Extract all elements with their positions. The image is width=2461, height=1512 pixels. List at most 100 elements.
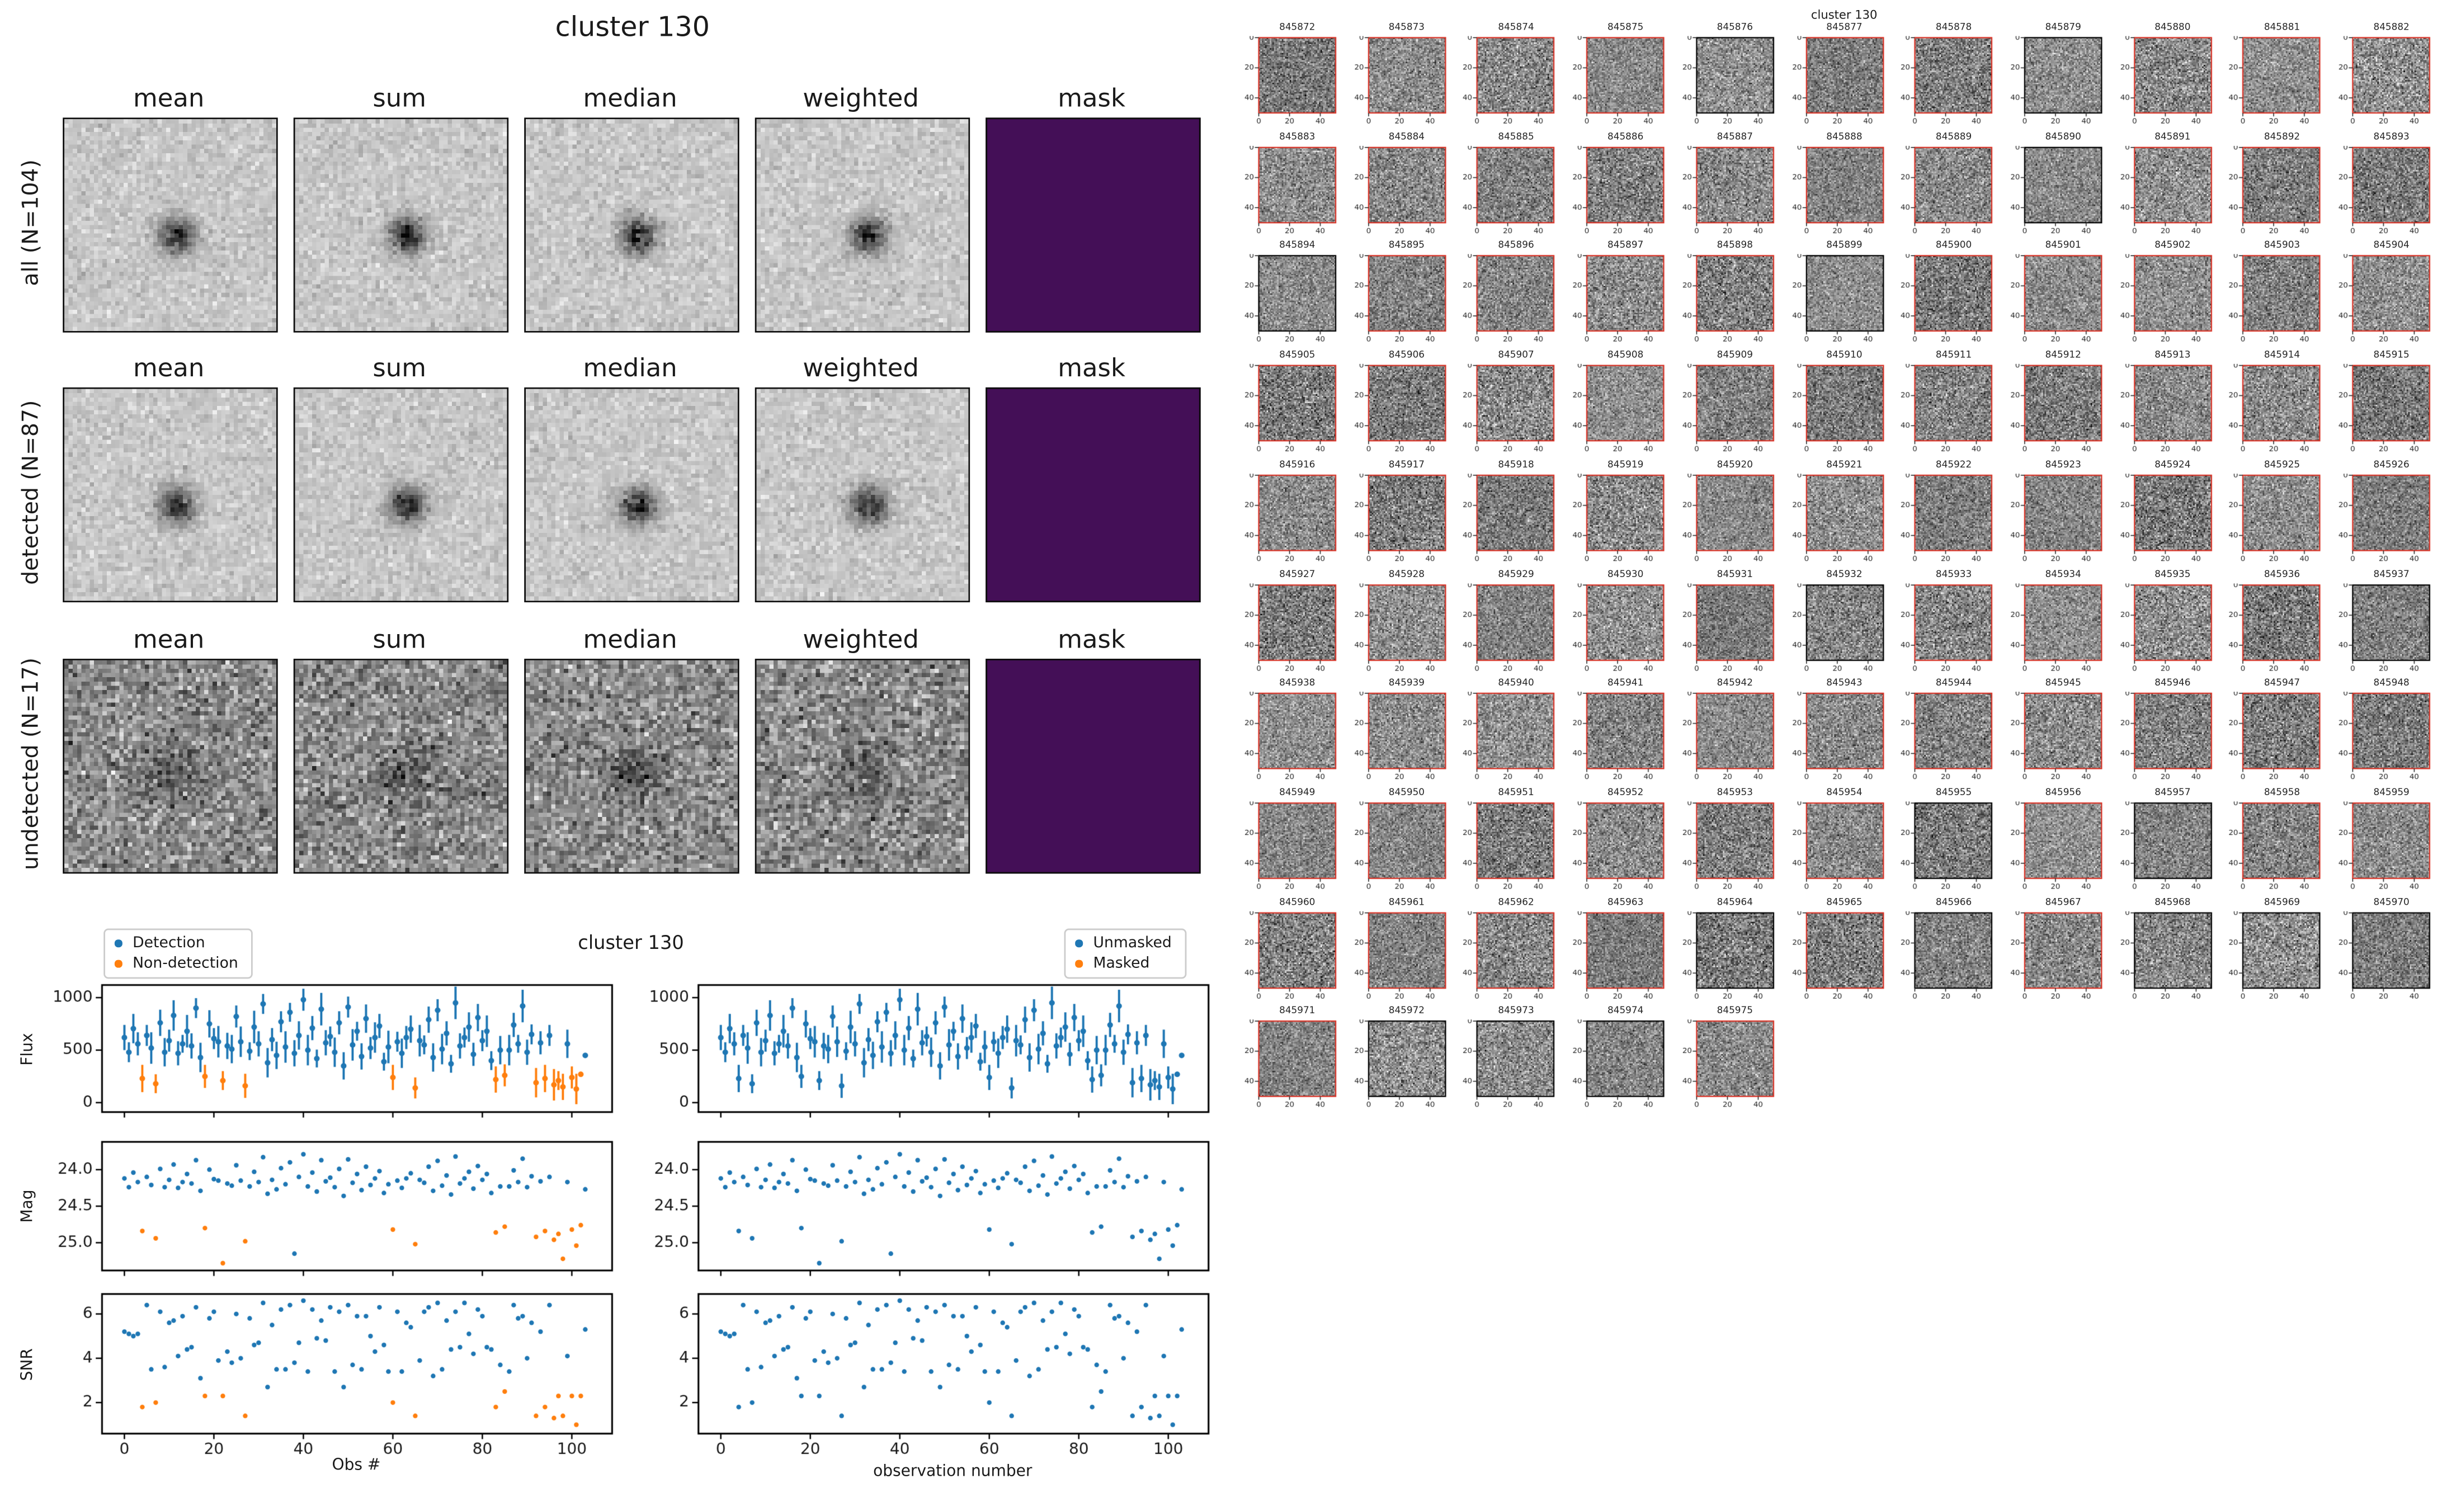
cutout-id-label: 845932 (1826, 569, 1863, 580)
cutout-cell: 845935 (2116, 569, 2228, 682)
cutout-cell: 845889 (1898, 131, 2009, 244)
cutout-thumbnail (1788, 692, 1889, 790)
cutout-id-label: 845955 (1935, 787, 1972, 798)
cutout-cell: 845966 (1898, 897, 2009, 1010)
cutout-id-label: 845903 (2264, 240, 2300, 252)
cutout-cell: 845961 (1351, 897, 1462, 1010)
cutout-id-label: 845893 (2373, 131, 2410, 143)
cutout-cell: 845914 (2226, 350, 2337, 463)
cutout-cell: 845885 (1460, 131, 1572, 244)
legend-masked: Unmasked Masked (1064, 928, 1186, 979)
cutout-thumbnail (2336, 145, 2436, 243)
column-header-median: median (583, 83, 677, 113)
legend-dot-icon (114, 939, 122, 947)
cutout-id-label: 845888 (1826, 131, 1863, 143)
cutout-thumbnail (2116, 364, 2218, 462)
cutout-id-label: 845942 (1717, 678, 1753, 689)
cutout-id-label: 845970 (2373, 896, 2410, 908)
cutout-thumbnail (1788, 801, 1889, 899)
cutout-id-label: 845966 (1935, 896, 1972, 908)
cutout-thumbnail (1569, 583, 1671, 681)
cutout-thumbnail (2336, 473, 2436, 571)
cutout-id-label: 845937 (2373, 569, 2410, 580)
cutout-cell: 845947 (2226, 678, 2337, 791)
cutout-thumbnail (1569, 364, 1671, 462)
cutout-cell: 845874 (1460, 22, 1572, 135)
cutout-cell: 845899 (1788, 240, 1900, 353)
cutout-thumbnail (1460, 254, 1561, 352)
cutout-cell: 845916 (1241, 460, 1353, 573)
stamp-mean (63, 117, 278, 333)
cutout-thumbnail (1569, 911, 1671, 1008)
cutout-id-label: 845920 (1717, 459, 1753, 471)
cutout-id-label: 845912 (2045, 349, 2081, 361)
cutout-thumbnail (1351, 473, 1451, 571)
cutout-id-label: 845936 (2264, 569, 2300, 580)
cutout-thumbnail (2226, 692, 2327, 790)
cutout-cell: 845940 (1460, 678, 1572, 791)
cutout-id-label: 845875 (1607, 22, 1644, 33)
cutout-id-label: 845957 (2154, 787, 2191, 798)
cutout-id-label: 845892 (2264, 131, 2300, 143)
cutout-id-label: 845925 (2264, 459, 2300, 471)
cutout-thumbnail (2116, 36, 2218, 134)
cutout-cell: 845896 (1460, 240, 1572, 353)
cutout-thumbnail (2226, 473, 2327, 571)
cutout-id-label: 845896 (1498, 240, 1534, 252)
cutout-id-label: 845904 (2373, 240, 2410, 252)
column-header-sum: sum (373, 353, 426, 383)
cutout-thumbnail (1460, 145, 1561, 243)
legend-dot-icon (1075, 960, 1082, 967)
cutout-thumbnail (1569, 254, 1671, 352)
cutout-cell: 845960 (1241, 897, 1353, 1010)
cutout-thumbnail (1898, 801, 1999, 899)
cutout-cell: 845925 (2226, 460, 2337, 573)
cutout-thumbnail (1788, 36, 1889, 134)
cutout-id-label: 845927 (1279, 569, 1316, 580)
cutout-cell: 845915 (2336, 350, 2447, 463)
stamp-mean (63, 387, 278, 603)
column-header-median: median (583, 624, 677, 654)
cutout-cell: 845941 (1569, 678, 1681, 791)
cutout-thumbnail (1351, 911, 1451, 1008)
cutout-thumbnail (2336, 801, 2436, 899)
cutout-thumbnail (2116, 692, 2218, 790)
cutout-thumbnail (1241, 801, 1342, 899)
cutout-cell: 845955 (1898, 787, 2009, 900)
legend-label: Non-detection (133, 955, 238, 973)
cutout-cell: 845892 (2226, 131, 2337, 244)
cutout-thumbnail (2007, 801, 2108, 899)
cutout-cell: 845913 (2116, 350, 2228, 463)
cutout-thumbnail (1788, 911, 1889, 1008)
cutout-thumbnail (2007, 692, 2108, 790)
cutout-cell: 845887 (1679, 131, 1790, 244)
cutout-thumbnail (1351, 364, 1451, 462)
cutout-cell: 845943 (1788, 678, 1900, 791)
cutout-cell: 845956 (2007, 787, 2119, 900)
column-header-mean: mean (133, 624, 205, 654)
cutout-id-label: 845906 (1388, 349, 1425, 361)
cutout-thumbnail (1351, 692, 1451, 790)
cutout-cell: 845910 (1788, 350, 1900, 463)
cutout-grid-title: cluster 130 (1811, 8, 1878, 22)
cutout-cell: 845926 (2336, 460, 2447, 573)
legend-dot-icon (1075, 939, 1082, 947)
cutout-cell: 845905 (1241, 349, 1353, 463)
column-header-weighted: weighted (803, 83, 919, 113)
cutout-thumbnail (1351, 254, 1451, 352)
cutout-id-label: 845922 (1935, 459, 1972, 471)
cutout-id-label: 845905 (1279, 349, 1316, 361)
stamp-figure-title: cluster 130 (555, 12, 710, 44)
cutout-cell: 845938 (1241, 678, 1353, 791)
cutout-id-label: 845918 (1498, 459, 1534, 471)
cutout-cell: 845957 (2116, 787, 2228, 900)
cutout-cell: 845924 (2116, 460, 2228, 573)
cutout-id-label: 845959 (2373, 787, 2410, 798)
cutout-cell: 845922 (1898, 460, 2009, 573)
cutout-thumbnail (1460, 801, 1561, 899)
cutout-cell: 845895 (1351, 240, 1462, 353)
cutout-thumbnail (1241, 692, 1342, 790)
cutout-id-label: 845923 (2045, 459, 2081, 471)
cutout-id-label: 845873 (1388, 22, 1425, 33)
cutout-id-label: 845956 (2045, 787, 2081, 798)
